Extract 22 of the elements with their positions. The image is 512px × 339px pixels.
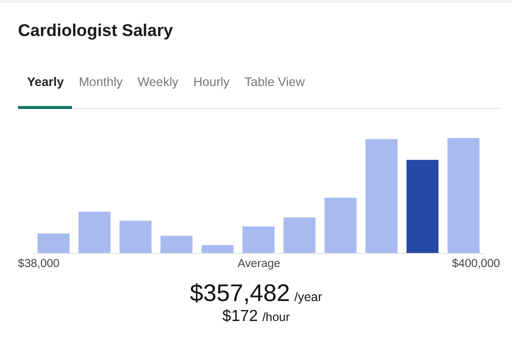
bar	[448, 138, 480, 253]
text: $172 /hour	[222, 308, 290, 325]
text: Monthly	[78, 75, 123, 89]
chart-title: Cardiologist Salary	[18, 21, 173, 41]
text: $357,482 /year	[190, 280, 322, 307]
text: Weekly	[138, 75, 178, 89]
bar	[202, 244, 234, 253]
text: Yearly	[27, 75, 64, 89]
text: $400,000	[452, 258, 500, 270]
bar	[366, 139, 398, 253]
bar	[120, 220, 152, 253]
text: $38,000	[18, 258, 60, 270]
bar	[160, 236, 192, 253]
bar	[78, 212, 110, 253]
text: Hourly	[193, 75, 230, 89]
text: Table View	[244, 75, 305, 89]
text: Average	[238, 258, 280, 270]
bar	[406, 160, 438, 253]
bar	[284, 217, 316, 253]
bar	[38, 233, 70, 253]
bar	[242, 226, 274, 253]
bar	[324, 198, 356, 253]
